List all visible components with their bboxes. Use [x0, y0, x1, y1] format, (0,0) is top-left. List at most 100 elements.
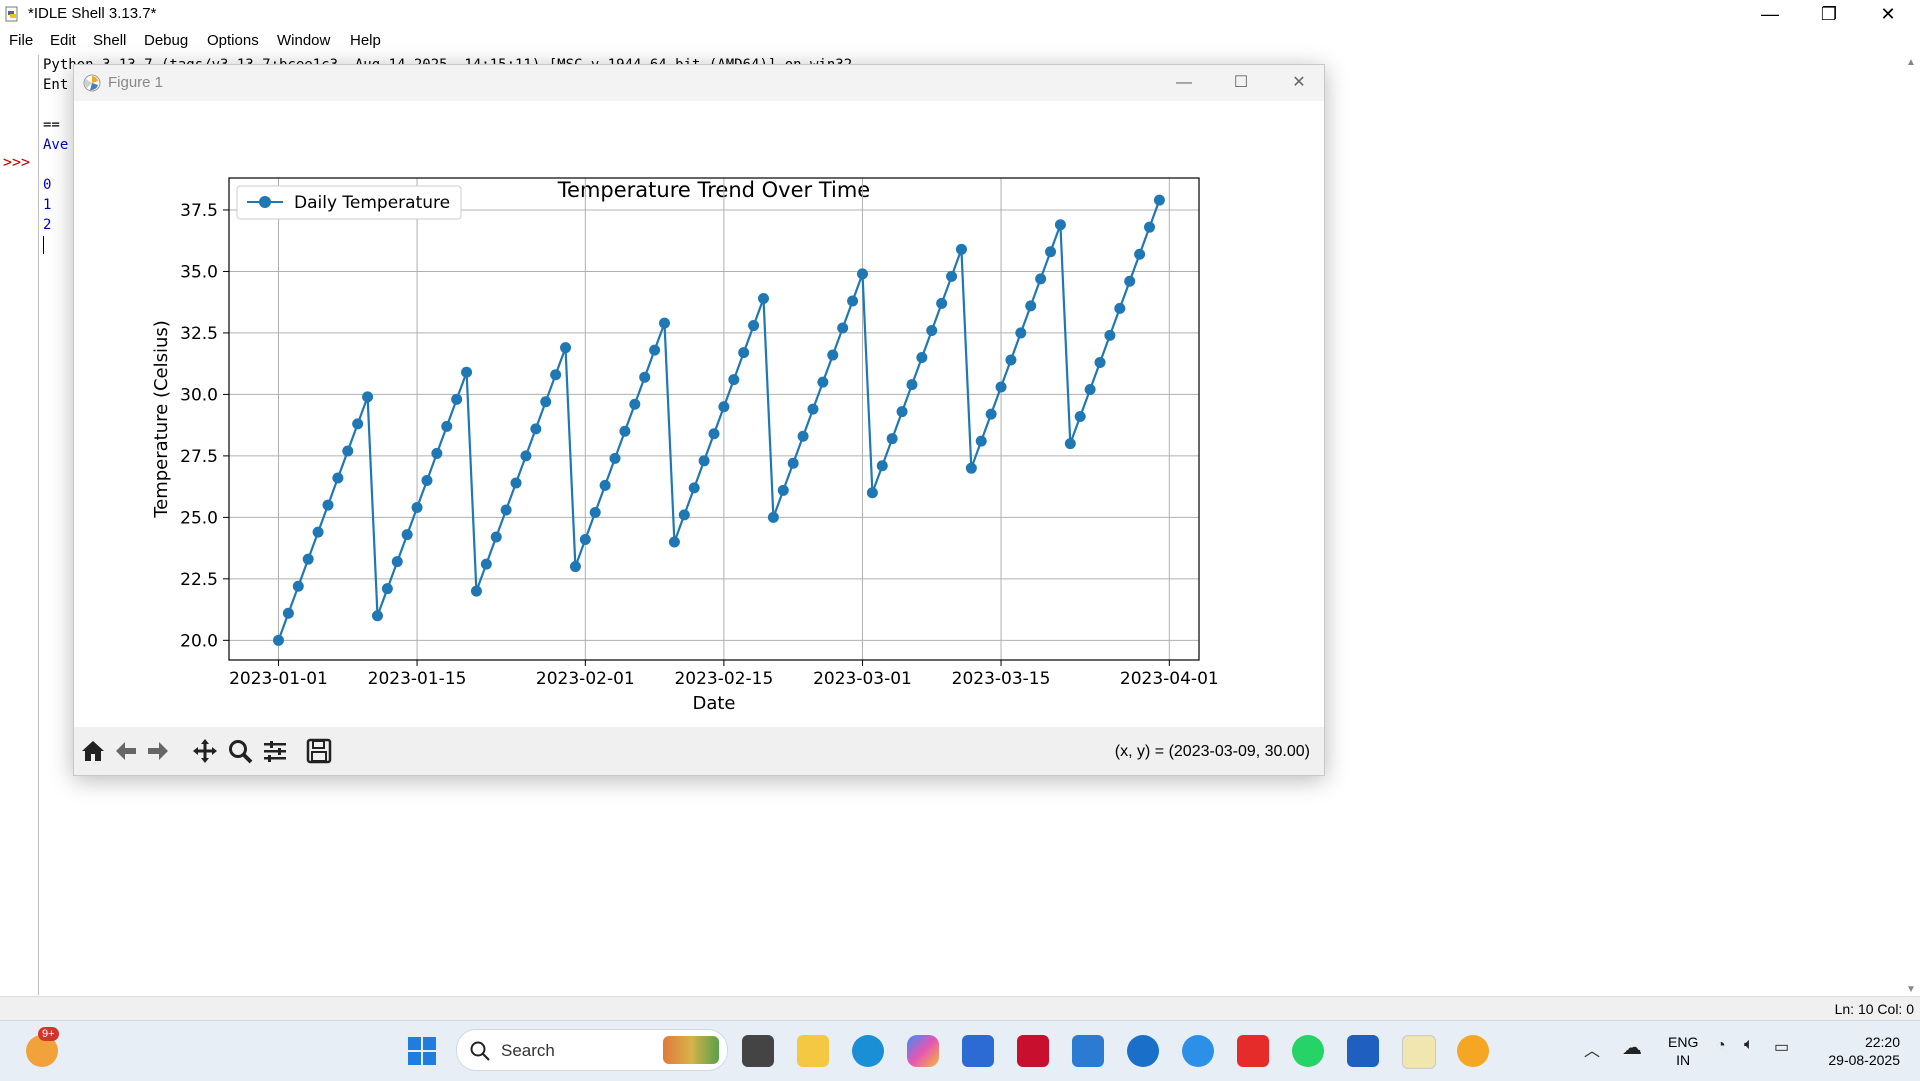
- data-point: [1104, 329, 1116, 341]
- x-tick-label: 2023-02-01: [536, 669, 635, 689]
- figure-maximize-button[interactable]: ☐: [1233, 74, 1249, 91]
- configure-subplots-icon[interactable]: [261, 737, 289, 765]
- x-tick-label: 2023-04-01: [1120, 669, 1219, 689]
- data-point: [322, 499, 334, 511]
- data-point: [609, 452, 621, 464]
- data-point: [520, 450, 532, 462]
- home-icon[interactable]: [79, 737, 107, 765]
- language-indicator[interactable]: ENG IN: [1668, 1033, 1698, 1069]
- legend-marker: [259, 196, 271, 208]
- whatsapp-icon[interactable]: [1292, 1035, 1324, 1067]
- x-tick-label: 2023-02-15: [674, 669, 773, 689]
- data-point: [411, 502, 423, 514]
- data-point: [748, 320, 760, 332]
- task-view-icon[interactable]: [742, 1035, 774, 1067]
- y-tick-label: 37.5: [180, 201, 218, 221]
- restore-button[interactable]: ❐: [1820, 4, 1838, 24]
- cursor-position: Ln: 10 Col: 0: [1834, 1001, 1914, 1017]
- taskbar-search[interactable]: Search: [456, 1029, 728, 1071]
- hp-icon[interactable]: [1127, 1035, 1159, 1067]
- figure-minimize-button[interactable]: —: [1176, 74, 1192, 91]
- forward-arrow-icon[interactable]: [144, 737, 172, 765]
- word-icon[interactable]: [1347, 1035, 1379, 1067]
- data-point: [847, 295, 859, 307]
- data-point: [936, 297, 948, 309]
- edge-icon[interactable]: [852, 1035, 884, 1067]
- start-icon[interactable]: [406, 1035, 438, 1067]
- y-tick-label: 35.0: [180, 262, 218, 282]
- chart-title: Temperature Trend Over Time: [557, 178, 870, 202]
- back-arrow-icon[interactable]: [112, 737, 140, 765]
- pan-icon[interactable]: [191, 737, 219, 765]
- cloud-icon[interactable]: ☁: [1622, 1037, 1642, 1059]
- clock[interactable]: 22:20 29-08-2025: [1810, 1033, 1900, 1069]
- menu-help[interactable]: Help: [350, 32, 381, 49]
- store-icon[interactable]: [962, 1035, 994, 1067]
- shell-prompt: >>>: [3, 153, 31, 171]
- shell-line: Ent: [43, 77, 69, 93]
- scroll-down-icon[interactable]: ▼: [1906, 984, 1916, 995]
- data-point: [668, 536, 680, 548]
- battery-icon[interactable]: ▭: [1774, 1039, 1790, 1056]
- news-icon[interactable]: [1072, 1035, 1104, 1067]
- wps-icon[interactable]: [1237, 1035, 1269, 1067]
- figure-close-button[interactable]: ✕: [1292, 74, 1306, 91]
- region-code: IN: [1676, 1052, 1691, 1068]
- menu-file[interactable]: File: [9, 32, 34, 49]
- data-point: [510, 477, 522, 489]
- menu-debug[interactable]: Debug: [144, 32, 189, 49]
- data-point: [876, 460, 888, 472]
- shell-line: 2: [43, 217, 52, 233]
- y-tick-label: 20.0: [180, 631, 218, 651]
- menu-window[interactable]: Window: [277, 32, 331, 49]
- data-point: [916, 352, 928, 364]
- close-button[interactable]: ✕: [1880, 4, 1896, 24]
- data-point: [1015, 327, 1027, 339]
- file-explorer-icon[interactable]: [797, 1035, 829, 1067]
- shell-line: ==: [43, 117, 60, 133]
- volume-icon[interactable]: 🔈︎: [1744, 1036, 1754, 1053]
- data-point: [1144, 221, 1156, 233]
- menu-edit[interactable]: Edit: [50, 32, 76, 49]
- figure-toolbar: (x, y) = (2023-03-09, 30.00): [74, 727, 1324, 775]
- minimize-button[interactable]: —: [1761, 4, 1779, 24]
- menu-options[interactable]: Options: [207, 32, 259, 49]
- data-point: [272, 634, 284, 646]
- scroll-up-icon[interactable]: ▲: [1906, 57, 1916, 68]
- figure-window[interactable]: Figure 1 — ☐ ✕ Temperature Trend Over Ti…: [73, 64, 1325, 776]
- data-point: [926, 324, 938, 336]
- data-point: [1064, 438, 1076, 450]
- data-point: [757, 293, 769, 304]
- data-point: [639, 371, 651, 383]
- data-point: [965, 462, 977, 474]
- notification-badge: 9+: [38, 1027, 59, 1041]
- vertical-scrollbar[interactable]: ▲ ▼: [1902, 55, 1920, 995]
- data-point: [659, 317, 671, 329]
- x-tick-label: 2023-01-15: [368, 669, 467, 689]
- menu-shell[interactable]: Shell: [93, 32, 127, 49]
- copilot-icon[interactable]: [907, 1035, 939, 1067]
- taskbar: 9+ Search ︿ ☁ ENG IN ◔ 🔈︎ ▭ 22:20 29-08-…: [0, 1020, 1920, 1081]
- idle-icon[interactable]: [1402, 1035, 1436, 1069]
- axes-frame: [228, 177, 1200, 661]
- assistant-icon[interactable]: [1182, 1035, 1214, 1067]
- data-point: [569, 561, 581, 573]
- chevron-up-icon[interactable]: ︿: [1584, 1043, 1601, 1060]
- zoom-icon[interactable]: [226, 737, 254, 765]
- shell-line: Ave: [43, 137, 69, 153]
- figure-titlebar[interactable]: Figure 1 — ☐ ✕: [74, 65, 1324, 101]
- matplotlib-icon[interactable]: [1457, 1035, 1489, 1067]
- figure-title: Figure 1: [108, 74, 164, 91]
- save-icon[interactable]: [305, 737, 333, 765]
- text-caret: [43, 236, 44, 254]
- wifi-icon[interactable]: ◔: [1716, 1037, 1726, 1054]
- data-point: [886, 433, 898, 445]
- data-point: [589, 506, 601, 518]
- data-point: [767, 511, 779, 523]
- y-axis-label: Temperature (Celsius): [151, 320, 172, 519]
- plot-canvas[interactable]: Temperature Trend Over Time 20.0 22.5 25.0…: [74, 101, 1324, 727]
- data-point: [787, 457, 799, 469]
- mcafee-icon[interactable]: [1017, 1035, 1049, 1067]
- shell-line: 1: [43, 197, 52, 213]
- y-tick-label: 27.5: [180, 447, 218, 467]
